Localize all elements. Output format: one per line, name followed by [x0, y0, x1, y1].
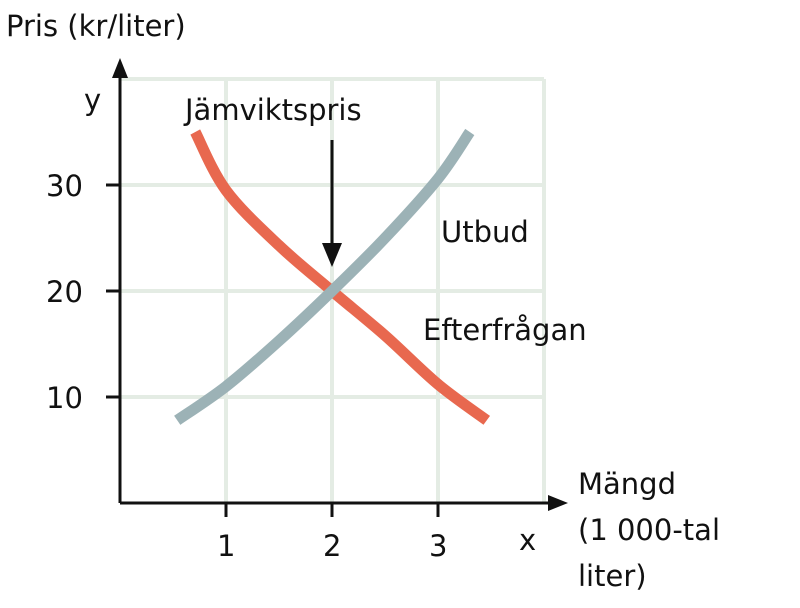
annotation-jamviktspris: Jämviktspris	[185, 93, 362, 127]
x-axis-title-line1: Mängd	[578, 467, 676, 501]
curves	[174, 128, 491, 425]
axes	[106, 58, 568, 517]
x-axis-title-line3: liter)	[578, 559, 647, 593]
x-tick-label-1: 1	[217, 529, 236, 563]
x-axis-letter: x	[519, 523, 537, 557]
x-tick-label-3: 3	[429, 529, 448, 563]
y-tick-label-20: 20	[46, 275, 83, 309]
series-label-utbud: Utbud	[441, 215, 529, 249]
arrow-head	[322, 243, 342, 267]
y-tick-label-10: 10	[46, 381, 83, 415]
y-axis-letter: y	[84, 83, 102, 117]
x-axis-arrowhead	[548, 495, 568, 511]
x-axis-title-line2: (1 000-tal	[578, 513, 720, 547]
x-tick-label-2: 2	[323, 529, 342, 563]
y-axis-arrowhead	[112, 58, 128, 78]
equilibrium-arrow	[322, 140, 342, 267]
y-tick-label-30: 30	[46, 169, 83, 203]
supply-curve	[174, 128, 475, 425]
y-axis-title: Pris (kr/liter)	[6, 9, 186, 43]
series-label-efterfragan: Efterfrågan	[423, 313, 587, 347]
